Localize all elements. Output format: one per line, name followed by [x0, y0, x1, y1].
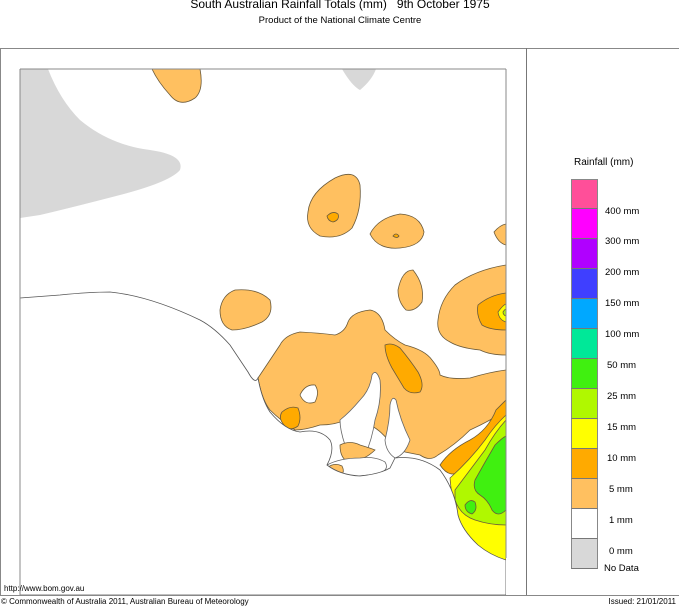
- rain-zone-central: [257, 309, 506, 459]
- legend-label: 15 mm: [607, 422, 637, 433]
- legend-label: 150 mm: [605, 298, 640, 309]
- legend-label: 25 mm: [607, 391, 637, 402]
- legend-swatch-10-15: [571, 419, 598, 449]
- legend-swatch-50-100: [571, 329, 598, 359]
- rain-zone-mid-5-10: [384, 343, 423, 394]
- title-region: South Australian Rainfall Totals (mm): [190, 0, 387, 11]
- legend-swatch-200-300: [571, 239, 598, 269]
- legend-swatch-15-25: [571, 389, 598, 419]
- no-data-region-north: [342, 69, 376, 90]
- legend-swatch-0-1: [571, 509, 598, 539]
- rain-hole: [299, 384, 318, 404]
- rain-zone-se-25-50: [473, 435, 506, 515]
- map-subtitle: Product of the National Climate Centre: [258, 15, 422, 26]
- copyright-text: © Commonwealth of Australia 2011, Austra…: [1, 597, 249, 606]
- legend-swatch-5-10: [571, 449, 598, 479]
- legend-label: 0 mm: [609, 546, 633, 557]
- title-date: 9th October 1975: [396, 0, 490, 11]
- legend-label: 1 mm: [609, 515, 633, 526]
- legend-nodata-label: No Data: [604, 563, 639, 574]
- legend-swatch-no-data: [571, 539, 598, 569]
- legend-label: 400 mm: [605, 206, 640, 217]
- legend-swatch-400plus: [571, 179, 598, 209]
- legend-label: 50 mm: [607, 360, 637, 371]
- legend-label: 10 mm: [607, 453, 637, 464]
- map-title: South Australian Rainfall Totals (mm) 9t…: [0, 0, 680, 11]
- no-data-region-west: [20, 69, 181, 218]
- legend-label: 5 mm: [609, 484, 633, 495]
- legend-label: 200 mm: [605, 267, 640, 278]
- legend-swatch-100-150: [571, 299, 598, 329]
- ocean-south: [20, 291, 506, 595]
- rain-zone-eyre-5-10: [280, 406, 301, 430]
- legend-swatch-300-400: [571, 209, 598, 239]
- issued-date: Issued: 21/01/2011: [608, 597, 676, 606]
- outer-frame: [0, 48, 679, 596]
- legend-label: 300 mm: [605, 236, 640, 247]
- gulf-st-vincent: [384, 397, 411, 459]
- legend-swatch-25-50: [571, 359, 598, 389]
- legend-swatch-1-5: [571, 479, 598, 509]
- legend-divider: [526, 48, 527, 595]
- legend-title: Rainfall (mm): [574, 157, 634, 168]
- legend-color-bar: [571, 179, 598, 569]
- legend-swatch-150-200: [571, 269, 598, 299]
- source-url[interactable]: http://www.bom.gov.au: [4, 584, 85, 593]
- legend-label: 100 mm: [605, 329, 640, 340]
